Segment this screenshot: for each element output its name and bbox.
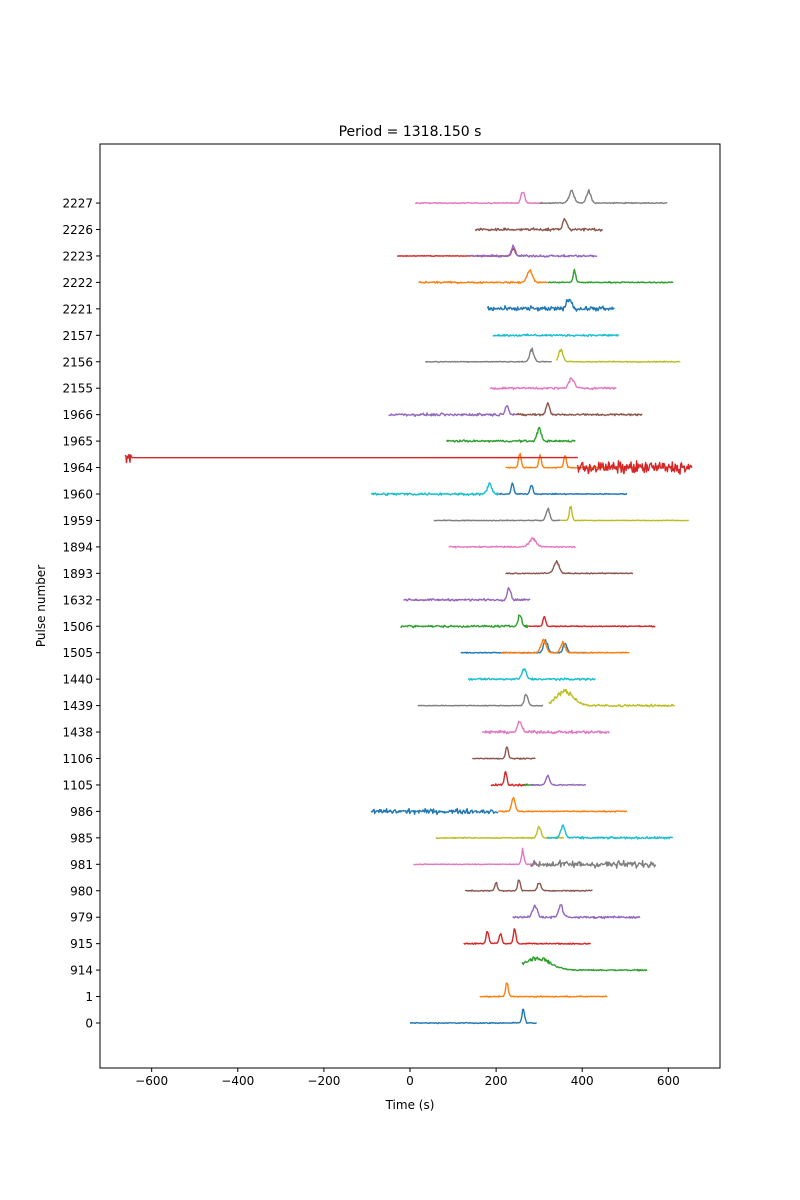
y-axis: 0 1 914 915 979 980 981 985 986 1105 1106 1438 1439 1… (62, 197, 100, 1031)
y-tick-label: 915 (70, 937, 93, 951)
y-tick-label: 2156 (62, 355, 93, 369)
pulse-trace-1959-28 (560, 505, 689, 522)
pulse-trace-2221-40 (486, 298, 615, 312)
pulse-trace-1506-23 (528, 615, 656, 628)
traces-group (124, 188, 693, 1025)
x-tick-label: −400 (221, 1074, 254, 1088)
pulse-trace-2223-44 (469, 244, 598, 258)
y-tick-label: 1438 (62, 726, 93, 740)
y-tick-label: 1964 (62, 461, 93, 475)
y-tick-label: 2227 (62, 197, 93, 211)
pulse-trace-1960-30 (498, 482, 628, 496)
y-tick-label: 2223 (62, 249, 93, 263)
pulse-trace-981-6 (413, 847, 539, 866)
pulse-trace-1105-14 (530, 774, 586, 787)
pulse-trace-1959-27 (433, 507, 561, 522)
outlier-trace (124, 454, 578, 464)
pulse-trace-2222-42 (547, 268, 674, 284)
y-tick-label: 1439 (62, 699, 93, 713)
pulse-trace-2227-47 (539, 188, 668, 205)
pulse-trace-979-4 (512, 904, 641, 920)
y-tick-label: 1106 (62, 752, 93, 766)
y-tick-label: 2221 (62, 302, 93, 316)
y-tick-label: 914 (70, 964, 93, 978)
pulse-trace-1894-26 (448, 537, 576, 549)
pulse-trace-2155-36 (489, 377, 617, 391)
y-tick-label: 2222 (62, 276, 93, 290)
pulse-trace-2156-37 (425, 347, 552, 363)
pulse-trace-2227-46 (414, 191, 544, 205)
pulse-trace-1632-24 (403, 586, 531, 602)
x-tick-label: −200 (307, 1074, 340, 1088)
pulse-trace-981-7 (529, 859, 657, 869)
x-tick-label: 200 (485, 1074, 508, 1088)
pulse-trace-1505-21 (501, 638, 630, 654)
pulse-trace-2157-39 (492, 333, 620, 338)
pulse-trace-1438-16 (481, 720, 610, 735)
pulse-trace-985-9 (546, 824, 673, 840)
y-tick-label: 1440 (62, 673, 93, 687)
pulse-trace-1960-29 (370, 482, 499, 497)
y-tick-label: 979 (70, 911, 93, 925)
y-tick-label: 2157 (62, 329, 93, 343)
pulse-trace-2156-38 (555, 348, 681, 363)
pulse-trace-1893-25 (505, 560, 634, 575)
y-tick-label: 2226 (62, 223, 93, 237)
pulse-trace-915-3 (463, 928, 591, 945)
pulse-trace-986-11 (497, 796, 628, 813)
y-tick-label: 1893 (62, 567, 93, 581)
pulse-trace-2222-41 (418, 269, 548, 285)
y-tick-label: 1632 (62, 593, 93, 607)
y-tick-label: 1965 (62, 435, 93, 449)
pulse-trace-985-8 (435, 825, 565, 840)
pulse-trace-986-10 (370, 807, 499, 816)
pulse-trace-1964-32 (576, 460, 693, 475)
pulse-trace-914-2 (521, 956, 648, 972)
x-tick-label: 600 (657, 1074, 680, 1088)
y-tick-label: 986 (70, 805, 93, 819)
y-tick-label: 1506 (62, 620, 93, 634)
pulse-trace-1965-33 (445, 426, 576, 444)
y-tick-label: 2155 (62, 382, 93, 396)
y-axis-label: Pulse number (34, 565, 48, 647)
y-tick-label: 1505 (62, 646, 93, 660)
y-tick-label: 980 (70, 884, 93, 898)
x-axis: −600 −400 −200 0 200 400 600 (135, 1068, 680, 1088)
x-axis-label: Time (s) (385, 1098, 435, 1112)
y-tick-label: 1960 (62, 488, 93, 502)
y-tick-label: 985 (70, 831, 93, 845)
pulse-trace-1439-17 (417, 693, 544, 707)
x-tick-label: 0 (406, 1074, 414, 1088)
y-tick-label: 1894 (62, 540, 93, 554)
x-tick-label: −600 (135, 1074, 168, 1088)
y-tick-label: 1105 (62, 778, 93, 792)
pulse-trace-980-5 (464, 879, 593, 893)
pulse-trace-1106-15 (472, 746, 536, 760)
y-tick-label: 1 (85, 990, 93, 1004)
pulse-trace-1506-22 (400, 614, 529, 629)
x-tick-label: 400 (571, 1074, 594, 1088)
pulse-trace-0-0 (410, 1008, 537, 1025)
pulse-trace-1440-19 (467, 668, 596, 681)
y-tick-label: 981 (70, 858, 93, 872)
pulse-trace-1966-35 (515, 402, 643, 417)
y-tick-label: 1966 (62, 408, 93, 422)
pulse-trace-1439-18 (548, 688, 675, 708)
pulse-trace-2226-45 (474, 217, 604, 232)
y-tick-label: 0 (85, 1017, 93, 1031)
pulse-trace-1-1 (479, 982, 608, 998)
pulse-trace-1966-34 (388, 405, 516, 418)
chart-title: Period = 1318.150 s (339, 124, 482, 140)
pulse-trace-2223-43 (396, 248, 522, 258)
y-tick-label: 1959 (62, 514, 93, 528)
pulse-trace-1105-12 (490, 770, 529, 787)
